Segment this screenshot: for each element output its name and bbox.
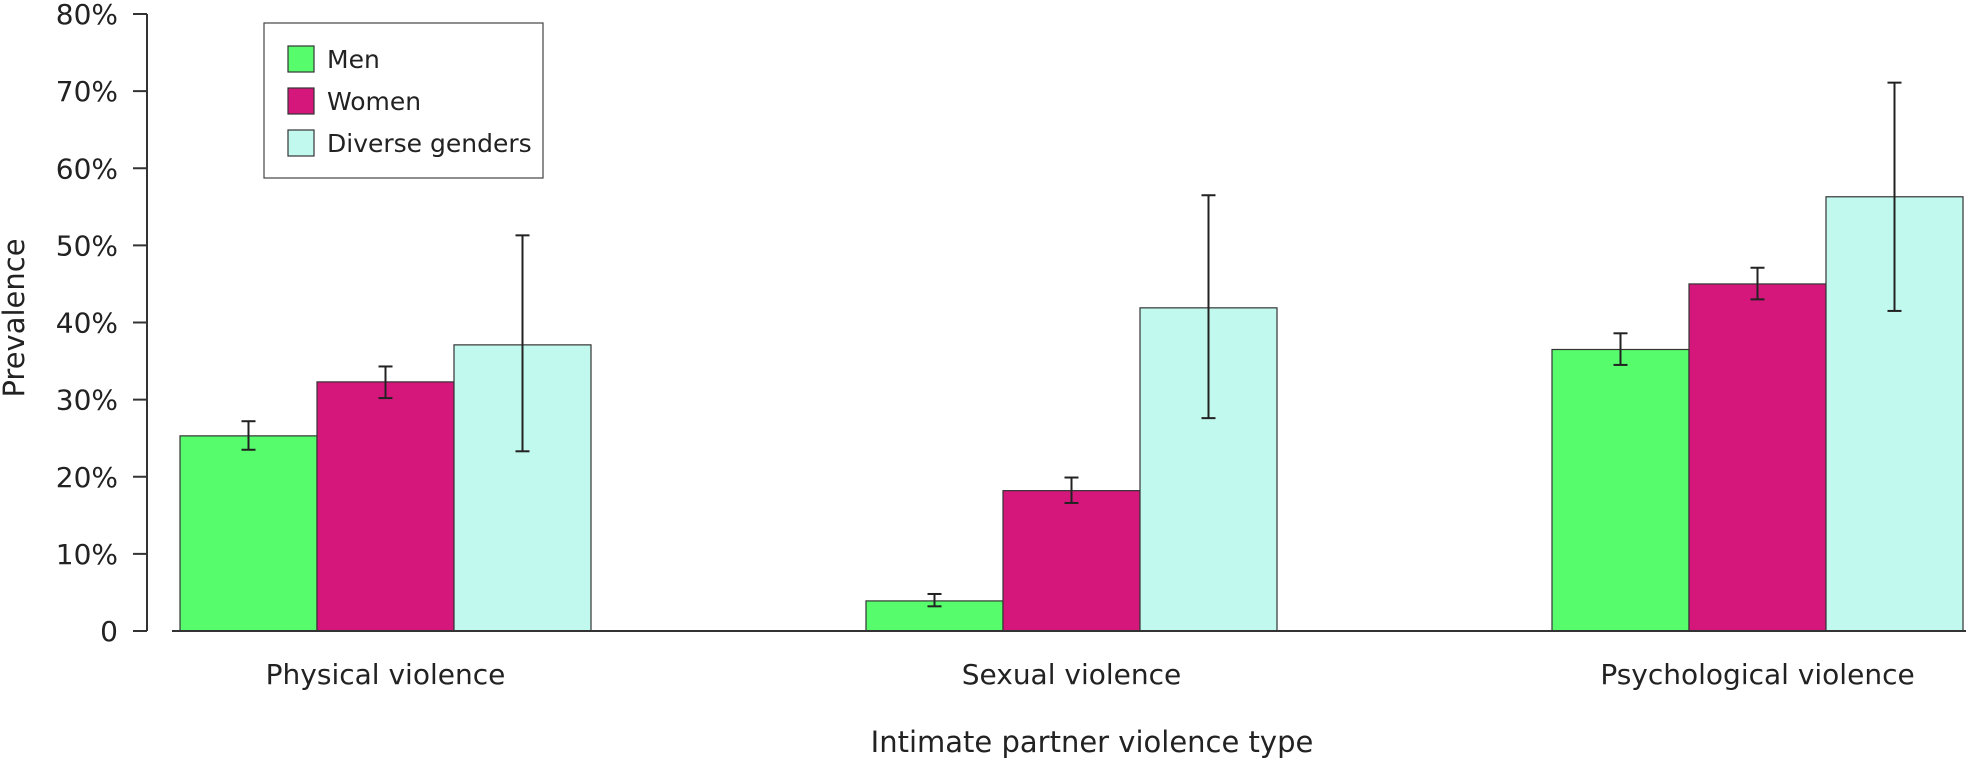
- bar-men: [179, 435, 318, 632]
- x-axis: Physical violence Sexual violence Psycholo…: [172, 630, 1966, 691]
- y-tick-label: 60%: [56, 152, 118, 185]
- y-tick-label: 10%: [56, 538, 118, 571]
- legend: Men Women Diverse genders: [263, 22, 544, 179]
- y-tick-label: 0: [100, 615, 118, 648]
- legend-label: Diverse genders: [327, 129, 532, 158]
- bar-women: [1688, 283, 1827, 632]
- legend-swatch: [287, 129, 315, 157]
- legend-label: Men: [327, 45, 380, 74]
- legend-label: Women: [327, 87, 421, 116]
- y-tick-label: 20%: [56, 461, 118, 494]
- y-tick-label: 50%: [56, 229, 118, 262]
- error-bar: [1750, 266, 1765, 301]
- error-bar: [1887, 81, 1902, 312]
- error-bar: [1201, 194, 1216, 420]
- error-bar: [378, 365, 393, 400]
- bars: [179, 196, 1964, 632]
- y-tick-label: 80%: [56, 0, 118, 31]
- bar-men: [1551, 348, 1690, 632]
- error-bar: [515, 234, 530, 453]
- y-tick-label: 70%: [56, 75, 118, 108]
- bar-women: [316, 381, 455, 632]
- y-axis: 0 10% 20% 30% 40% 50% 60% 70% 80%: [56, 0, 148, 648]
- y-axis-title: Prevalence: [0, 238, 31, 397]
- error-bar: [1613, 332, 1628, 366]
- bar-women: [1002, 490, 1141, 632]
- legend-swatch: [287, 45, 315, 73]
- y-tick-label: 40%: [56, 307, 118, 340]
- y-tick-label: 30%: [56, 384, 118, 417]
- x-category-label: Sexual violence: [962, 658, 1182, 691]
- error-bar: [241, 420, 256, 451]
- error-bars: [241, 81, 1902, 608]
- x-category-label: Physical violence: [266, 658, 506, 691]
- x-axis-title: Intimate partner violence type: [871, 725, 1314, 759]
- error-bar: [927, 592, 942, 608]
- error-bar: [1064, 476, 1079, 504]
- legend-swatch: [287, 87, 315, 115]
- x-category-label: Psychological violence: [1600, 658, 1914, 691]
